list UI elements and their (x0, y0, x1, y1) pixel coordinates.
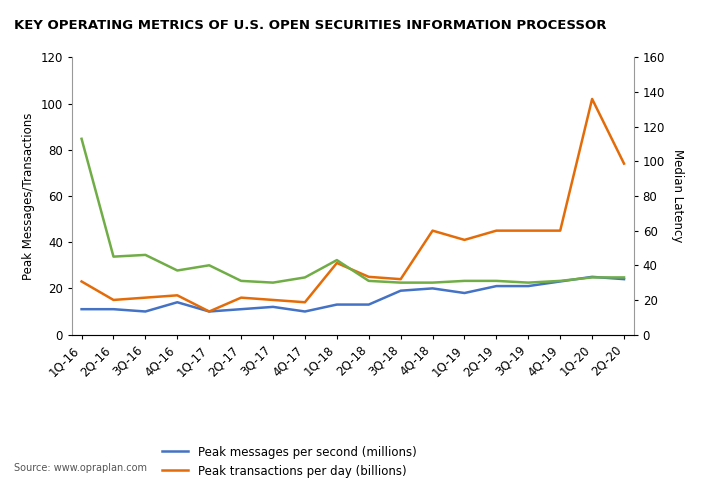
Peak messages per second (millions) (205, 309, 214, 315)
Peak transactions per day (billions) (460, 237, 469, 243)
Peak messages per second (millions) (492, 283, 500, 289)
Median latency (us) (RHS) (269, 280, 277, 285)
Peak messages per second (millions) (620, 276, 629, 282)
Peak transactions per day (billions) (173, 293, 181, 298)
Median latency (us) (RHS) (524, 280, 533, 285)
Peak messages per second (millions) (173, 299, 181, 305)
Peak transactions per day (billions) (524, 228, 533, 234)
Peak transactions per day (billions) (237, 295, 246, 301)
Peak transactions per day (billions) (556, 228, 564, 234)
Peak messages per second (millions) (428, 285, 437, 291)
Legend: Peak messages per second (millions), Peak transactions per day (billions), Media: Peak messages per second (millions), Pea… (162, 446, 416, 478)
Peak messages per second (millions) (333, 302, 341, 307)
Peak messages per second (millions) (301, 309, 310, 315)
Peak messages per second (millions) (396, 288, 405, 293)
Median latency (us) (RHS) (460, 278, 469, 284)
Median latency (us) (RHS) (428, 280, 437, 285)
Peak transactions per day (billions) (588, 96, 596, 102)
Text: KEY OPERATING METRICS OF U.S. OPEN SECURITIES INFORMATION PROCESSOR: KEY OPERATING METRICS OF U.S. OPEN SECUR… (14, 19, 607, 32)
Median latency (us) (RHS) (333, 257, 341, 263)
Line: Peak messages per second (millions): Peak messages per second (millions) (81, 277, 624, 312)
Median latency (us) (RHS) (588, 274, 596, 280)
Peak messages per second (millions) (364, 302, 373, 307)
Peak transactions per day (billions) (109, 297, 118, 303)
Median latency (us) (RHS) (620, 274, 629, 280)
Peak transactions per day (billions) (269, 297, 277, 303)
Median latency (us) (RHS) (492, 278, 500, 284)
Median latency (us) (RHS) (237, 278, 246, 284)
Median latency (us) (RHS) (396, 280, 405, 285)
Median latency (us) (RHS) (556, 278, 564, 284)
Peak messages per second (millions) (237, 306, 246, 312)
Peak messages per second (millions) (77, 306, 86, 312)
Peak messages per second (millions) (588, 274, 596, 280)
Y-axis label: Peak Messages/Transactions: Peak Messages/Transactions (22, 112, 35, 280)
Median latency (us) (RHS) (141, 252, 150, 258)
Peak messages per second (millions) (141, 309, 150, 315)
Line: Peak transactions per day (billions): Peak transactions per day (billions) (81, 99, 624, 312)
Peak messages per second (millions) (109, 306, 118, 312)
Peak transactions per day (billions) (364, 274, 373, 280)
Peak transactions per day (billions) (333, 260, 341, 266)
Peak transactions per day (billions) (301, 299, 310, 305)
Median latency (us) (RHS) (205, 262, 214, 268)
Peak messages per second (millions) (524, 283, 533, 289)
Peak messages per second (millions) (269, 304, 277, 310)
Median latency (us) (RHS) (109, 254, 118, 260)
Peak transactions per day (billions) (77, 279, 86, 284)
Peak transactions per day (billions) (428, 228, 437, 234)
Peak transactions per day (billions) (492, 228, 500, 234)
Peak transactions per day (billions) (620, 161, 629, 166)
Peak transactions per day (billions) (205, 309, 214, 315)
Median latency (us) (RHS) (364, 278, 373, 284)
Peak messages per second (millions) (556, 279, 564, 284)
Peak transactions per day (billions) (141, 295, 150, 301)
Peak messages per second (millions) (460, 290, 469, 296)
Y-axis label: Median Latency: Median Latency (672, 149, 685, 243)
Median latency (us) (RHS) (301, 274, 310, 280)
Line: Median latency (us) (RHS): Median latency (us) (RHS) (81, 139, 624, 282)
Median latency (us) (RHS) (173, 268, 181, 273)
Peak transactions per day (billions) (396, 276, 405, 282)
Text: Source: www.opraplan.com: Source: www.opraplan.com (14, 463, 148, 473)
Median latency (us) (RHS) (77, 136, 86, 141)
